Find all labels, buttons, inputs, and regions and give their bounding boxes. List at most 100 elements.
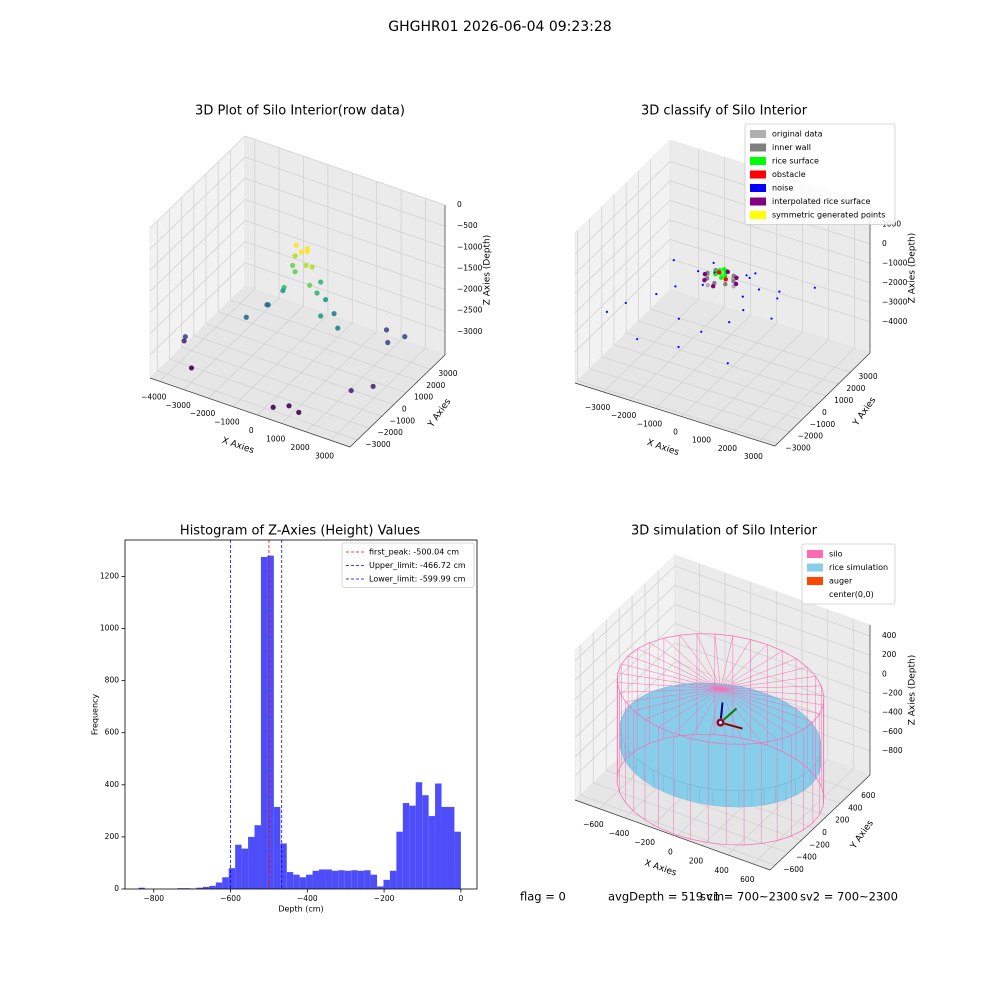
point xyxy=(733,281,739,287)
y-tick-label: 400 xyxy=(105,780,120,789)
y-tick-label: 0 xyxy=(402,405,407,414)
axis-line xyxy=(149,205,446,448)
legend-label: noise xyxy=(772,184,793,193)
bar xyxy=(241,848,249,889)
grid-line xyxy=(330,198,426,441)
z-tick-label: −1000 xyxy=(457,242,483,251)
z-tick-label: −4000 xyxy=(882,317,908,326)
silo-ring xyxy=(616,733,825,846)
silo-wire xyxy=(617,672,721,774)
x-tick-label: −200 xyxy=(634,838,655,847)
y-tick-label: 800 xyxy=(105,676,120,685)
x-tick-label: 2000 xyxy=(291,443,310,452)
silo-wire xyxy=(627,655,721,757)
point xyxy=(298,249,304,255)
grid-line xyxy=(613,194,815,409)
grid-line xyxy=(217,161,419,382)
bar xyxy=(409,805,416,889)
point xyxy=(723,281,728,287)
x-tick-label: −600 xyxy=(220,894,241,903)
legend-label: interpolated rice surface xyxy=(772,197,870,206)
point xyxy=(181,338,187,344)
point xyxy=(370,383,376,389)
point xyxy=(182,334,188,340)
bar xyxy=(260,556,268,889)
silo-wire xyxy=(720,688,824,806)
bar xyxy=(383,879,390,889)
grid-line xyxy=(305,189,402,433)
grid-line xyxy=(589,218,790,433)
bar xyxy=(331,870,339,889)
bar xyxy=(293,874,300,889)
point xyxy=(778,290,781,293)
bar xyxy=(299,877,307,889)
legend-label: silo xyxy=(829,550,843,559)
point xyxy=(605,310,609,313)
y-tick-label: 2000 xyxy=(846,384,865,393)
point xyxy=(655,292,658,296)
point xyxy=(677,345,680,349)
silo-wire xyxy=(720,688,745,845)
x-tick-label: 3000 xyxy=(315,451,334,460)
silo-wire xyxy=(720,688,825,797)
grid-line xyxy=(574,604,871,700)
z-tick-label: −3000 xyxy=(457,327,483,336)
bar xyxy=(235,844,242,889)
silo-wire xyxy=(673,688,721,835)
bar xyxy=(454,831,461,889)
legend-label: rice surface xyxy=(772,157,819,166)
x-tick-label: −400 xyxy=(297,894,318,903)
grid-line xyxy=(601,206,802,421)
footer-text: avgDepth = 519 cm xyxy=(608,890,724,904)
point xyxy=(728,321,731,324)
point xyxy=(331,311,337,317)
point xyxy=(701,283,704,286)
x-tick-label: 600 xyxy=(740,875,755,884)
grid-line xyxy=(257,173,353,416)
point xyxy=(776,297,779,300)
figure-title: GHGHR01 2026-06-04 09:23:28 xyxy=(388,19,611,35)
silo-wire xyxy=(720,688,778,841)
silo-wire xyxy=(679,634,721,736)
point xyxy=(636,337,639,341)
x-tick-label: 3000 xyxy=(744,452,763,461)
bar xyxy=(312,870,320,889)
y-axis-label: Frequency xyxy=(91,694,100,736)
y-tick-label: 1200 xyxy=(100,571,119,580)
grid-line xyxy=(579,645,776,866)
bar xyxy=(435,783,442,889)
z-tick-label: −2000 xyxy=(882,278,908,287)
grid-line xyxy=(181,197,382,417)
x-tick-label: −1000 xyxy=(214,418,240,427)
z-axis-label: Z Axies (Depth) xyxy=(483,235,493,306)
bar xyxy=(441,806,448,889)
x-tick-label: 200 xyxy=(689,857,704,866)
bar xyxy=(370,874,378,889)
legend-label: rice simulation xyxy=(829,563,888,572)
point xyxy=(286,403,292,409)
bar xyxy=(319,869,326,889)
legend-swatch xyxy=(750,184,766,192)
silo-wire xyxy=(720,688,820,815)
rice-side xyxy=(712,789,727,807)
rice-side xyxy=(687,783,700,804)
silo-wire xyxy=(633,688,721,812)
grid-line xyxy=(574,258,871,353)
bar xyxy=(286,872,294,889)
z-tick-label: −200 xyxy=(882,689,903,698)
point xyxy=(264,302,270,308)
point xyxy=(745,274,748,277)
z-axis-label: Z Axies (Depth) xyxy=(908,233,918,304)
point xyxy=(741,295,744,298)
bar xyxy=(254,825,261,889)
point xyxy=(813,286,816,289)
y-tick-label: 400 xyxy=(848,803,863,812)
point xyxy=(385,339,391,346)
point xyxy=(383,327,390,333)
rice-side xyxy=(738,790,753,808)
legend-swatch xyxy=(750,211,766,219)
y-tick-label: −3000 xyxy=(365,440,391,449)
point xyxy=(757,288,761,291)
point xyxy=(702,278,707,283)
grid-line xyxy=(149,177,446,271)
